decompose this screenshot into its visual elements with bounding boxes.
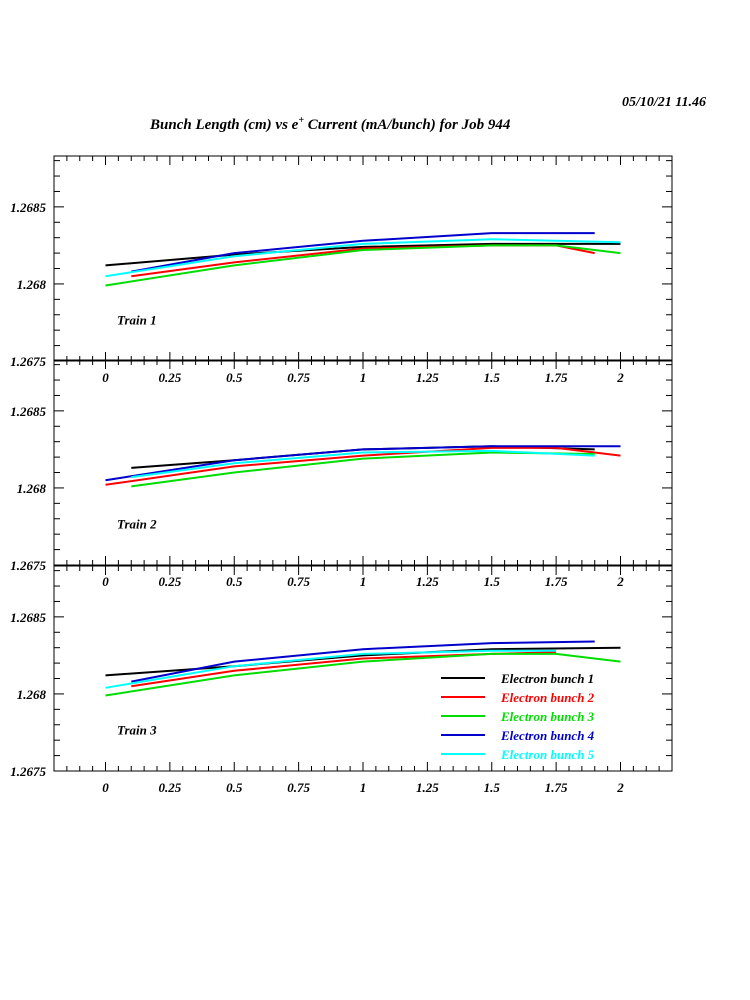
y-tick-label: 1.2675: [10, 558, 46, 573]
y-tick-label: 1.2685: [10, 610, 46, 625]
series-line-3: [105, 244, 621, 287]
panel-label: Train 1: [117, 312, 157, 327]
panel-frame: [53, 155, 673, 362]
series-line-4: [131, 232, 595, 273]
series-line-4: [131, 640, 595, 683]
y-tick-label: 1.2675: [10, 764, 46, 779]
y-tick-label: 1.268: [17, 277, 47, 292]
x-tick-label: 1.75: [545, 574, 568, 589]
x-tick-label: 1: [360, 780, 367, 795]
panel-label: Train 3: [117, 722, 157, 737]
x-tick-label: 2: [616, 780, 624, 795]
x-tick-label: 2: [616, 574, 624, 589]
title-part-1: Bunch Length (cm) vs e: [150, 117, 299, 133]
x-tick-label: 0.75: [287, 370, 310, 385]
x-tick-label: 0: [102, 574, 109, 589]
legend-label: Electron bunch 3: [500, 709, 595, 724]
x-tick-label: 2: [616, 370, 624, 385]
x-tick-label: 0.5: [226, 780, 243, 795]
series-line-5: [105, 238, 621, 278]
series-line-5: [131, 449, 595, 479]
legend-label: Electron bunch 5: [500, 747, 595, 762]
series-line-5: [105, 649, 557, 689]
x-tick-label: 1.25: [416, 780, 439, 795]
title-part-2: Current (mA/bunch) for Job 944: [304, 117, 511, 133]
x-tick-label: 1.5: [484, 370, 501, 385]
legend-label: Electron bunch 4: [500, 728, 595, 743]
y-tick-label: 1.268: [17, 481, 47, 496]
legend-label: Electron bunch 2: [500, 690, 595, 705]
y-tick-label: 1.2685: [10, 404, 46, 419]
x-tick-label: 1.25: [416, 370, 439, 385]
y-tick-label: 1.2685: [10, 200, 46, 215]
panel-frame: [53, 359, 673, 566]
x-tick-label: 1: [360, 574, 367, 589]
x-tick-label: 1.75: [545, 780, 568, 795]
series-line-3: [105, 652, 621, 697]
y-tick-label: 1.2675: [10, 354, 46, 369]
x-tick-label: 1.75: [545, 370, 568, 385]
x-tick-label: 0.25: [159, 780, 182, 795]
panel-label: Train 2: [117, 516, 157, 531]
x-tick-label: 0: [102, 370, 109, 385]
x-tick-label: 0.75: [287, 780, 310, 795]
x-tick-label: 0.5: [226, 370, 243, 385]
x-tick-label: 1.5: [484, 780, 501, 795]
timestamp: 05/10/21 11.46: [622, 95, 707, 110]
series-line-3: [131, 451, 595, 488]
title-superscript: +: [298, 115, 305, 126]
x-tick-label: 0.5: [226, 574, 243, 589]
series-line-1: [105, 242, 621, 267]
chart-title: Bunch Length (cm) vs e+ Current (mA/bunc…: [150, 115, 510, 134]
x-tick-label: 1: [360, 370, 367, 385]
y-tick-label: 1.268: [17, 687, 47, 702]
x-tick-label: 0.75: [287, 574, 310, 589]
x-tick-label: 1.5: [484, 574, 501, 589]
legend-label: Electron bunch 1: [500, 671, 594, 686]
x-tick-label: 0.25: [159, 370, 182, 385]
series-line-4: [105, 445, 621, 482]
x-tick-label: 1.25: [416, 574, 439, 589]
x-tick-label: 0.25: [159, 574, 182, 589]
x-tick-label: 0: [102, 780, 109, 795]
